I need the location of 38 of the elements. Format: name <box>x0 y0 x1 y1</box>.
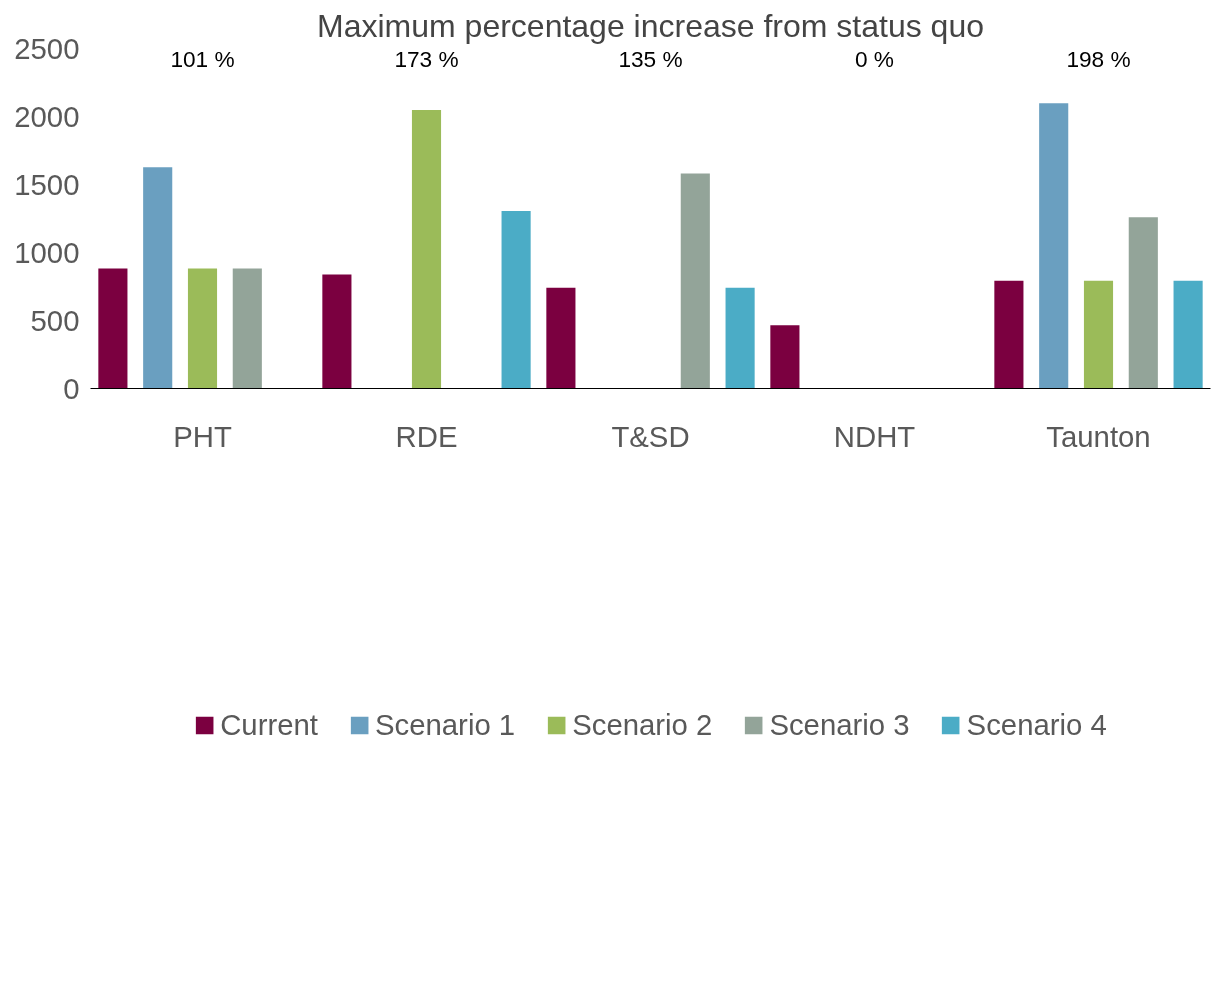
bar <box>232 268 262 389</box>
x-tick-label: PHT <box>173 419 232 453</box>
bar <box>1083 280 1114 389</box>
bar <box>680 173 710 389</box>
y-tick-label: 2000 <box>14 99 80 133</box>
annotation: 135 % <box>618 45 683 72</box>
y-tick-label: 0 <box>63 371 80 405</box>
y-tick-label: 1500 <box>14 167 80 201</box>
bar <box>1128 217 1158 389</box>
annotation: 173 % <box>394 45 459 72</box>
chart-title: Maximum percentage increase from status quo <box>317 7 984 44</box>
bar <box>546 287 576 389</box>
bar <box>98 268 128 389</box>
y-tick-label: 1000 <box>14 235 80 269</box>
bar <box>322 274 352 389</box>
x-tick-label: T&SD <box>611 419 690 453</box>
annotation: 0 % <box>854 45 895 72</box>
x-tick-label: NDHT <box>833 419 916 453</box>
bar <box>994 280 1024 389</box>
bar <box>187 268 218 389</box>
legend-label: Scenario 3 <box>769 708 910 742</box>
bar <box>725 287 755 389</box>
annotation: 101 % <box>170 45 235 72</box>
x-tick-label: Taunton <box>1046 419 1151 453</box>
bar <box>1173 280 1203 389</box>
legend-label: Scenario 1 <box>374 708 516 742</box>
bar <box>1039 103 1069 389</box>
annotation: 198 % <box>1066 45 1131 72</box>
bar <box>770 325 800 389</box>
bar <box>143 167 173 389</box>
legend-label: Current <box>220 708 318 742</box>
bar <box>501 210 531 389</box>
y-tick-label: 500 <box>30 303 80 337</box>
legend-label: Scenario 2 <box>572 708 713 742</box>
y-tick-label: 2500 <box>14 31 80 65</box>
legend-label: Scenario 4 <box>966 708 1107 742</box>
x-tick-label: RDE <box>395 419 458 453</box>
bar <box>411 109 442 389</box>
